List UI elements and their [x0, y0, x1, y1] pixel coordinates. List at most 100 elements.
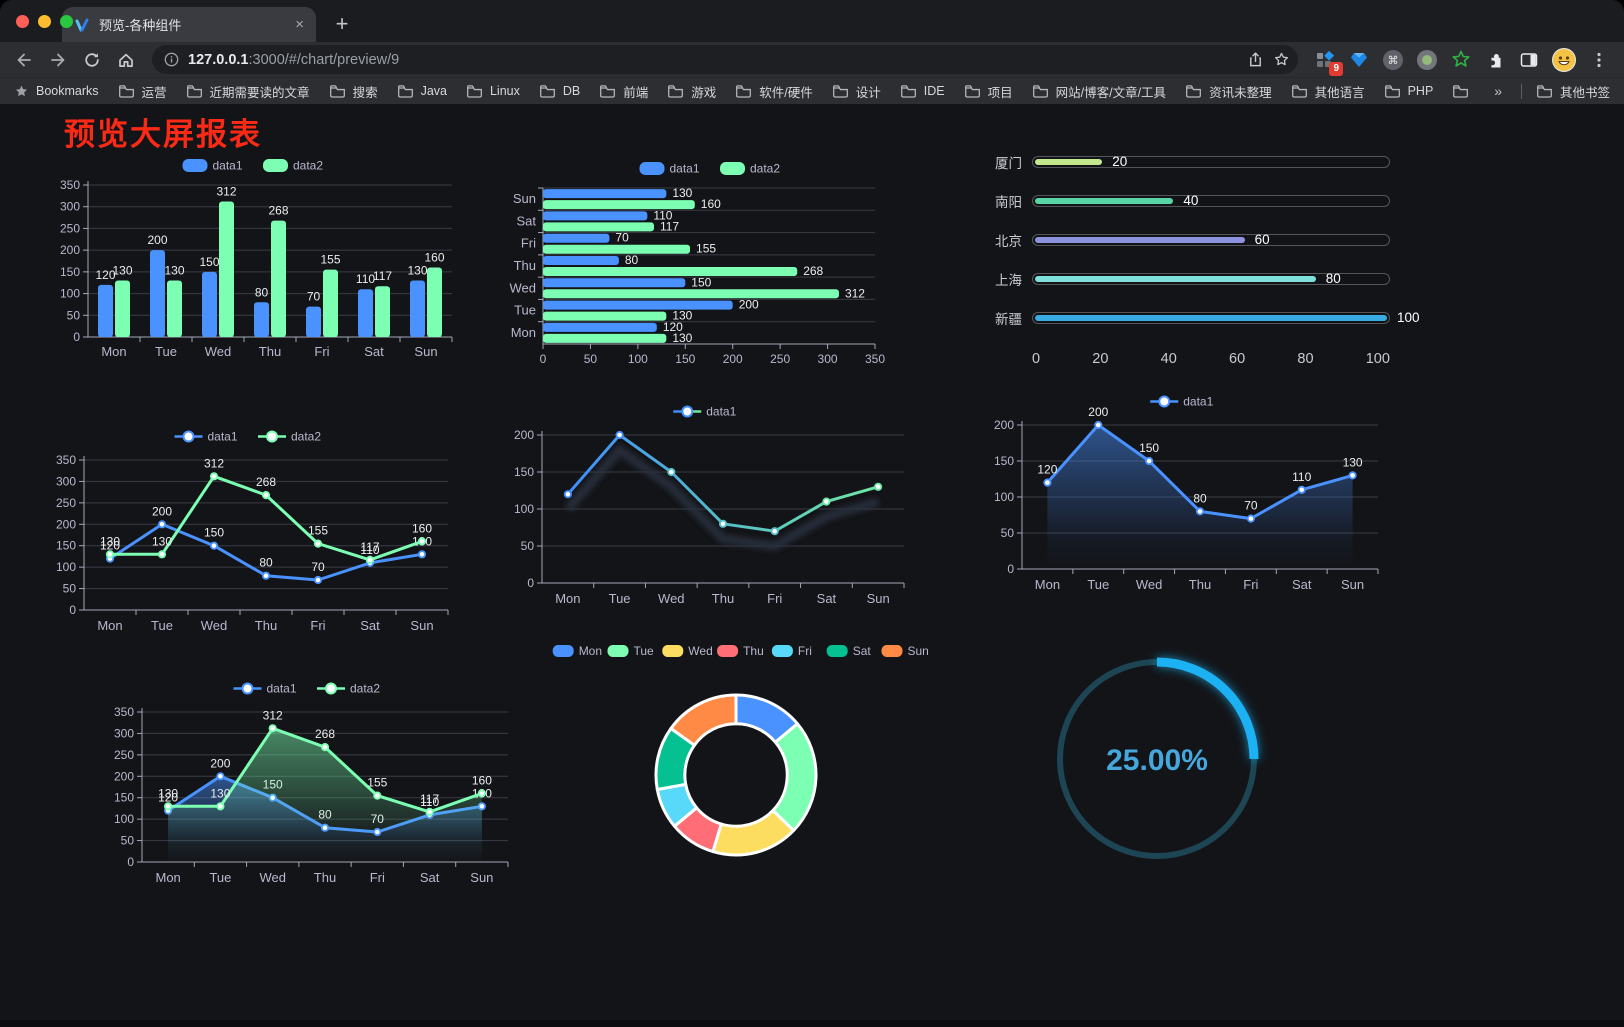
- chart-grouped-bar[interactable]: data1 data2 0 50 100 150 200 250 300 350 Mon 120 130…: [50, 151, 460, 363]
- forward-button[interactable]: [44, 46, 72, 74]
- folder-icon: [329, 85, 345, 98]
- bookmark-folder-item[interactable]: PHP: [1384, 84, 1434, 98]
- chart-progress-bars[interactable]: 厦门 20 南阳 40 北京 60 上海 80 新疆 100 0 20 40 60 80 100: [982, 154, 1420, 392]
- svg-text:70: 70: [311, 560, 325, 574]
- bookmark-folder-item[interactable]: 近期需要读的文章: [186, 82, 310, 101]
- svg-text:Fri: Fri: [521, 236, 536, 251]
- side-panel-icon[interactable]: [1518, 49, 1540, 71]
- progress-row: 南阳 40: [982, 193, 1390, 210]
- window-close-button[interactable]: [16, 15, 29, 28]
- svg-text:200: 200: [994, 418, 1014, 432]
- progress-axis-tick: 100: [1365, 351, 1390, 367]
- bookmark-folder-item[interactable]: 软件/硬件: [735, 82, 813, 101]
- bookmark-folder-label: 近期需要读的文章: [209, 85, 310, 100]
- bookmark-folder-item[interactable]: 其他语言: [1291, 82, 1365, 101]
- progress-track: 100: [1032, 310, 1420, 325]
- bookmark-folder-item[interactable]: 游戏: [667, 82, 716, 101]
- bookmark-folder-item[interactable]: IDE: [900, 84, 945, 98]
- bookmarks-overflow-chevron[interactable]: »: [1494, 83, 1502, 99]
- svg-text:100: 100: [994, 490, 1014, 504]
- chart-dual-area-line[interactable]: data1 data2 0 50 100 150 200 250 300 350 Mon Tue Wed…: [98, 674, 520, 892]
- bookmark-folder-label: 其他语言: [1314, 85, 1365, 100]
- extension-icon-grid[interactable]: 9: [1314, 49, 1343, 76]
- svg-text:Sat: Sat: [516, 213, 536, 228]
- progress-value-label: 100: [1397, 310, 1420, 325]
- svg-text:268: 268: [315, 727, 335, 741]
- chart-gauge[interactable]: 25.00%: [1040, 642, 1274, 876]
- svg-text:130: 130: [158, 786, 178, 800]
- tab-close-icon[interactable]: ×: [295, 16, 304, 33]
- svg-text:Sun: Sun: [414, 344, 437, 359]
- extension-icon-record[interactable]: [1416, 49, 1438, 71]
- bookmark-folder-item[interactable]: DB: [539, 84, 580, 98]
- svg-text:200: 200: [1088, 405, 1108, 419]
- svg-text:160: 160: [701, 197, 721, 211]
- other-bookmarks-label: 其他书签: [1559, 85, 1610, 100]
- svg-text:312: 312: [216, 185, 236, 199]
- bookmark-folder-label: 网站/博客/文章/工具: [1055, 85, 1167, 100]
- svg-text:Sat: Sat: [1292, 577, 1312, 592]
- other-bookmarks-folder[interactable]: 其他书签: [1536, 82, 1610, 101]
- chart-area-line[interactable]: data1 0 50 100 150 200 Mon Tue Wed Thu Fri Sat Sun 12…: [978, 387, 1390, 599]
- back-button[interactable]: [10, 46, 38, 74]
- page-title: 预览大屏报表: [64, 117, 262, 152]
- chart-horizontal-bar[interactable]: data1 data2 0 50 100 150 200 250 300 350 Sun 130 160…: [503, 154, 921, 368]
- extension-icon-gem[interactable]: [1348, 49, 1370, 71]
- share-icon[interactable]: [1247, 51, 1264, 68]
- bookmark-folder-item[interactable]: 搜索: [329, 82, 378, 101]
- bookmark-folder-item[interactable]: 运营: [118, 82, 167, 101]
- bookmark-folder-label: DB: [562, 84, 581, 98]
- svg-text:120: 120: [100, 539, 120, 553]
- folder-icon: [1453, 85, 1469, 98]
- bookmark-folder-item[interactable]: 资讯未整理: [1185, 82, 1272, 101]
- svg-text:120: 120: [663, 320, 683, 334]
- bookmark-folder-label: 前端: [623, 85, 649, 100]
- bookmark-folder-item[interactable]: 网站/博客/文章/工具: [1032, 82, 1166, 101]
- address-bar[interactable]: 127.0.0.1:3000/#/chart/preview/9: [152, 45, 1298, 74]
- profile-avatar[interactable]: [1552, 47, 1576, 72]
- reload-button[interactable]: [78, 46, 106, 74]
- chart-dual-line[interactable]: data1 data2 0 50 100 150 200 250 300 350 Mon Tue Wed…: [40, 422, 460, 640]
- svg-text:50: 50: [584, 352, 598, 366]
- progress-value-label: 20: [1112, 154, 1128, 169]
- bookmark-folder-item[interactable]: 文件服务器: [1452, 82, 1475, 101]
- chart-donut[interactable]: Mon Tue Wed Thu Fri Sat Sun: [552, 637, 929, 889]
- bookmark-folder-label: PHP: [1407, 84, 1434, 98]
- window-minimize-button[interactable]: [38, 15, 51, 28]
- bookmark-folder-item[interactable]: 设计: [832, 82, 881, 101]
- progress-fill: [1035, 159, 1103, 165]
- svg-text:160: 160: [424, 251, 444, 265]
- svg-text:200: 200: [723, 352, 743, 366]
- svg-text:80: 80: [1193, 491, 1207, 505]
- chart-gradient-line[interactable]: data1 0 50 100 150 200 Mon Tue Wed Thu Fri Sat Sun: [498, 397, 916, 613]
- svg-text:Mon: Mon: [511, 325, 536, 340]
- gradient-line-svg: data1 0 50 100 150 200 Mon Tue Wed Thu Fri Sat Sun: [514, 405, 905, 606]
- site-info-icon[interactable]: [164, 52, 179, 67]
- menu-kebab-icon[interactable]: [1588, 49, 1610, 71]
- svg-text:200: 200: [739, 298, 759, 312]
- svg-text:155: 155: [308, 524, 328, 538]
- bookmark-star-icon[interactable]: [1273, 51, 1290, 68]
- progress-category-label: 上海: [995, 273, 1022, 288]
- svg-text:200: 200: [147, 233, 167, 247]
- home-button[interactable]: [112, 46, 140, 74]
- bookmark-folder-item[interactable]: 前端: [599, 82, 648, 101]
- gauge-svg: 25.00%: [1057, 657, 1259, 859]
- extension-icon-command[interactable]: ⌘: [1382, 49, 1404, 71]
- svg-text:Mon: Mon: [101, 344, 126, 359]
- bookmark-folder-item[interactable]: Java: [397, 84, 447, 98]
- extensions-puzzle-icon[interactable]: [1484, 49, 1506, 71]
- progress-value-label: 40: [1183, 193, 1199, 208]
- bookmarks-manager-item[interactable]: Bookmarks: [14, 84, 99, 99]
- dual-area-line-svg: data1 data2 0 50 100 150 200 250 300 350 Mon Tue Wed…: [114, 682, 509, 885]
- bookmarks-star-icon: [16, 85, 27, 96]
- window-zoom-button[interactable]: [60, 15, 73, 28]
- new-tab-button[interactable]: +: [335, 11, 349, 36]
- svg-text:130: 130: [672, 186, 692, 200]
- folder-icon: [600, 85, 616, 98]
- browser-tab[interactable]: 预览-各种组件 ×: [62, 7, 316, 42]
- bookmark-folder-item[interactable]: 项目: [964, 82, 1013, 101]
- extension-icon-green-star[interactable]: [1450, 49, 1472, 71]
- svg-text:200: 200: [114, 769, 134, 783]
- bookmark-folder-item[interactable]: Linux: [466, 84, 520, 98]
